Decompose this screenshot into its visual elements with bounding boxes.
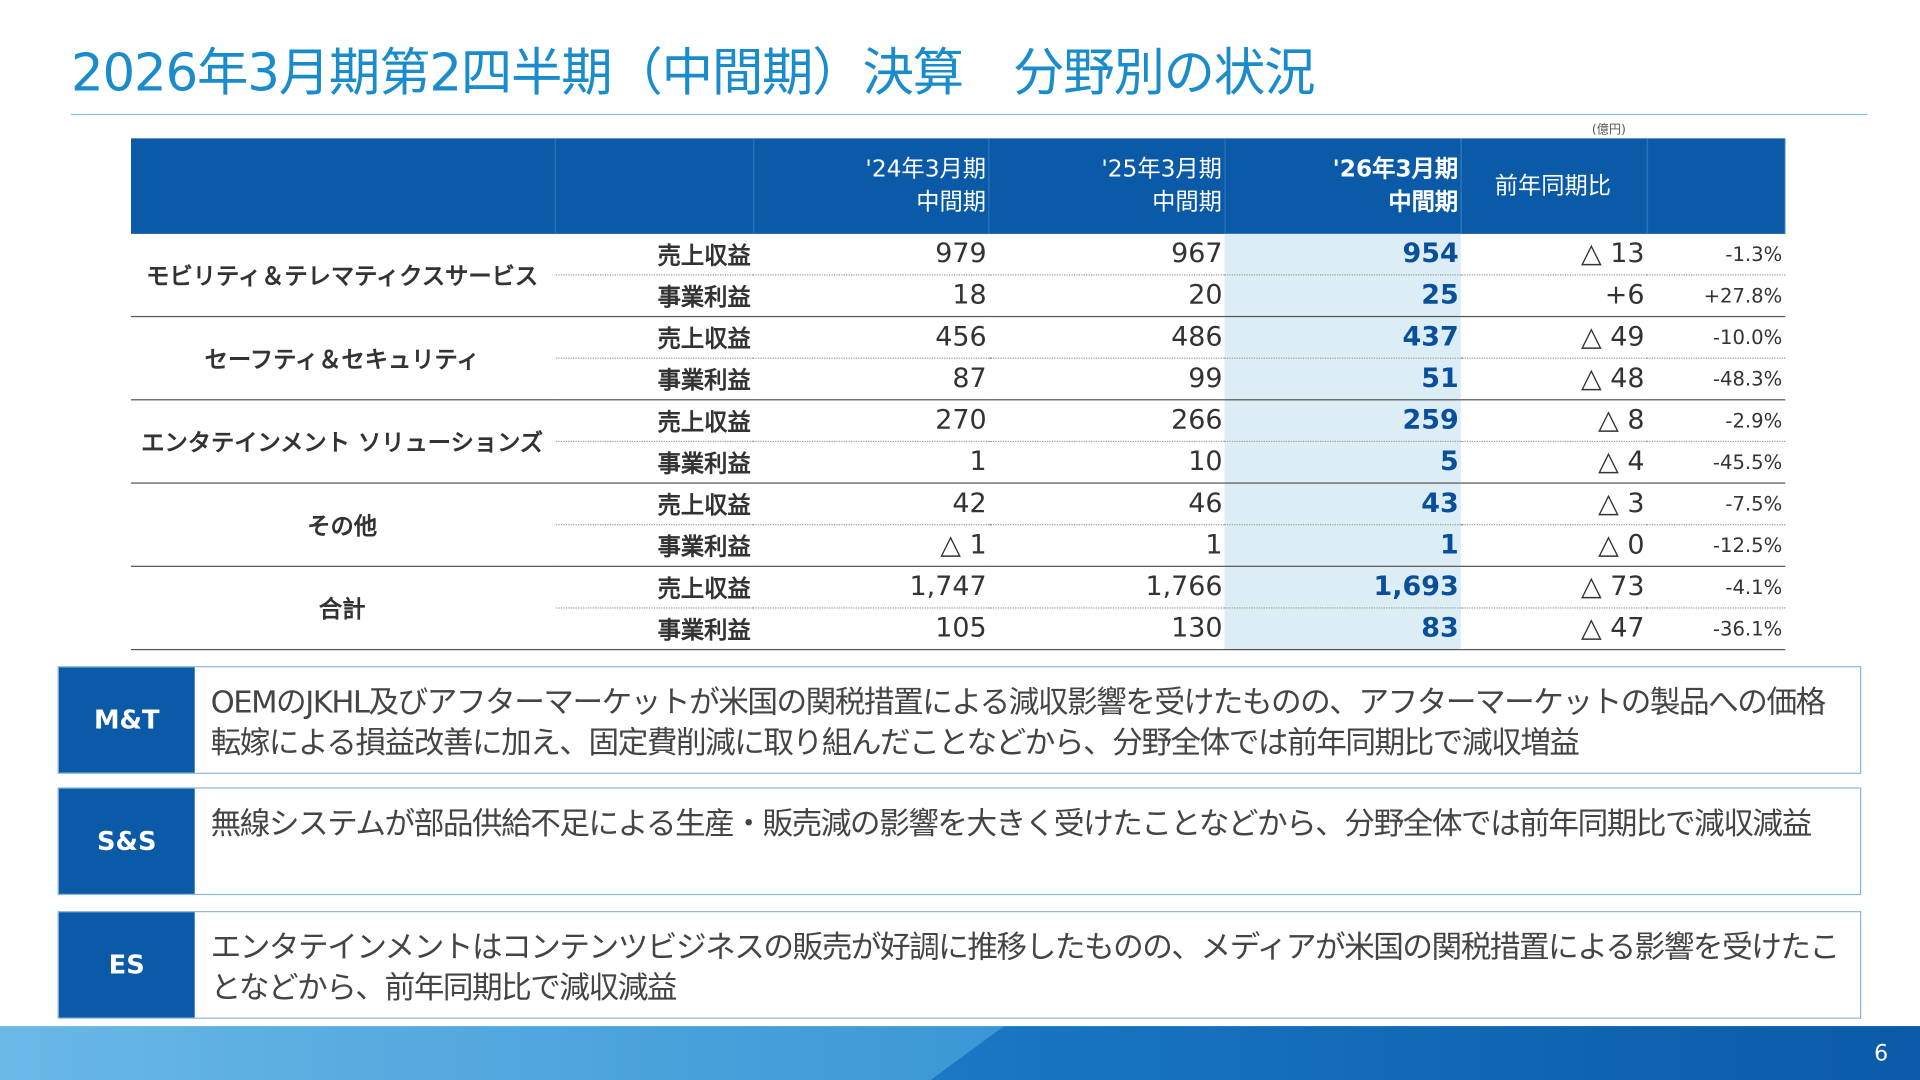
row-item: 売上収益: [555, 483, 754, 526]
value-fy25: 1: [989, 524, 1226, 567]
column-header: [555, 138, 754, 234]
segment-name: その他: [131, 483, 556, 567]
row-item: 売上収益: [555, 233, 754, 276]
value-fy24: 18: [753, 274, 990, 318]
value-fy25: 1,766: [989, 566, 1226, 609]
table-row: 事業利益 1 10 5 △ 4 -45.5%: [131, 441, 1785, 484]
row-item: 売上収益: [555, 566, 754, 609]
column-header: 前年同期比: [1461, 138, 1648, 234]
yoy-pct: -45.5%: [1646, 441, 1785, 484]
value-fy26: 437: [1225, 316, 1462, 359]
yoy-pct: -1.3%: [1646, 233, 1785, 276]
column-header: [1646, 138, 1786, 234]
note-label: S&S: [58, 788, 195, 894]
value-fy25: 967: [989, 233, 1226, 276]
column-header: '25年3月期 中間期: [989, 138, 1226, 234]
value-fy24: 42: [753, 483, 990, 526]
note-text: エンタテインメントはコンテンツビジネスの販売が好調に推移したものの、メディアが米…: [210, 929, 1841, 1006]
table-row: その他 売上収益 42 46 43 △ 3 -7.5%: [131, 483, 1785, 567]
value-fy25: 46: [989, 483, 1226, 526]
value-fy25: 266: [989, 399, 1226, 443]
row-item: 事業利益: [555, 524, 754, 567]
segment-name: モビリティ＆テレマティクスサービス: [131, 233, 556, 318]
page-title: 2026年3月期第2四半期（中間期）決算 分野別の状況: [71, 42, 1316, 103]
value-fy26: 5: [1225, 441, 1462, 484]
unit-label: (億円): [1591, 123, 1626, 138]
yoy-pct: -2.9%: [1646, 399, 1785, 443]
row-item: 事業利益: [555, 358, 754, 401]
value-fy25: 20: [989, 274, 1226, 318]
table-row: 事業利益 △ 1 1 1 △ 0 -12.5%: [131, 524, 1785, 567]
row-item: 事業利益: [555, 607, 754, 651]
table-row: 事業利益 105 130 83 △ 47 -36.1%: [131, 607, 1785, 651]
segment-name: セーフティ＆セキュリティ: [131, 316, 556, 401]
segment-table: '24年3月期 中間期 '25年3月期 中間期 '26年3月期 中間期 前年同期比 モ…: [131, 138, 1786, 651]
yoy-diff: +6: [1461, 274, 1647, 318]
yoy-pct: -7.5%: [1646, 483, 1785, 526]
yoy-diff: △ 13: [1461, 233, 1647, 276]
yoy-diff: △ 3: [1461, 483, 1647, 526]
note-label: M&T: [58, 667, 195, 773]
note-text: OEMのJKHL及びアフターマーケットが米国の関税措置による減収影響を受けたもの…: [210, 684, 1827, 761]
value-fy26: 25: [1225, 274, 1462, 318]
yoy-diff: △ 73: [1461, 566, 1647, 609]
value-fy26: 43: [1225, 483, 1462, 526]
page-number: 6: [1874, 1040, 1889, 1067]
row-item: 売上収益: [555, 399, 754, 443]
value-fy24: 87: [753, 358, 990, 401]
column-header: '26年3月期 中間期: [1225, 138, 1462, 234]
table-row: エンタテインメント ソリューションズ 売上収益 270 266 259 △ 8 -2.9%: [131, 399, 1785, 484]
value-fy24: 456: [753, 316, 990, 359]
yoy-diff: △ 47: [1461, 607, 1647, 651]
value-fy24: 270: [753, 399, 990, 443]
table-row: モビリティ＆テレマティクスサービス 売上収益 979 967 954 △ 13 -1.3%: [131, 233, 1785, 318]
yoy-pct: -10.0%: [1646, 316, 1785, 359]
value-fy24: 979: [753, 233, 990, 276]
segment-name: 合計: [131, 566, 556, 651]
segment-note: ES エンタテインメントはコンテンツビジネスの販売が好調に推移したものの、メディア…: [57, 911, 1862, 1019]
value-fy25: 130: [989, 607, 1226, 651]
row-item: 売上収益: [555, 316, 754, 359]
value-fy24: △ 1: [753, 524, 990, 567]
row-item: 事業利益: [555, 441, 754, 484]
value-fy25: 10: [989, 441, 1226, 484]
column-header: '24年3月期 中間期: [753, 138, 990, 234]
footer-accent: [930, 1026, 1920, 1080]
segment-name: エンタテインメント ソリューションズ: [131, 399, 556, 484]
yoy-pct: -12.5%: [1646, 524, 1785, 567]
table-row: 事業利益 87 99 51 △ 48 -48.3%: [131, 358, 1785, 401]
column-header: [131, 138, 557, 234]
footer-bar: 6: [0, 1026, 1920, 1080]
yoy-diff: △ 8: [1461, 399, 1647, 443]
table-row: 事業利益 18 20 25 +6 +27.8%: [131, 274, 1785, 318]
table-row: セーフティ＆セキュリティ 売上収益 456 486 437 △ 49 -10.0%: [131, 316, 1785, 401]
yoy-pct: +27.8%: [1646, 274, 1785, 318]
value-fy24: 105: [753, 607, 990, 651]
value-fy26: 51: [1225, 358, 1462, 401]
value-fy26: 1: [1225, 524, 1462, 567]
segment-note: S&S 無線システムが部品供給不足による生産・販売減の影響を大きく受けたことなどか…: [57, 787, 1862, 896]
note-text: 無線システムが部品供給不足による生産・販売減の影響を大きく受けたことなどから、分…: [210, 805, 1813, 842]
yoy-diff: △ 49: [1461, 316, 1647, 359]
value-fy24: 1: [753, 441, 990, 484]
yoy-pct: -4.1%: [1646, 566, 1785, 609]
segment-note: M&T OEMのJKHL及びアフターマーケットが米国の関税措置による減収影響を受け…: [57, 666, 1862, 774]
value-fy25: 486: [989, 316, 1226, 359]
yoy-diff: △ 4: [1461, 441, 1647, 484]
value-fy25: 99: [989, 358, 1226, 401]
yoy-pct: -48.3%: [1646, 358, 1785, 401]
value-fy26: 954: [1225, 233, 1462, 276]
value-fy26: 1,693: [1225, 566, 1462, 609]
yoy-diff: △ 0: [1461, 524, 1647, 567]
value-fy24: 1,747: [753, 566, 990, 609]
yoy-pct: -36.1%: [1646, 607, 1785, 651]
yoy-diff: △ 48: [1461, 358, 1647, 401]
row-item: 事業利益: [555, 274, 754, 318]
title-divider: [71, 113, 1868, 116]
note-label: ES: [58, 912, 195, 1018]
value-fy26: 259: [1225, 399, 1462, 443]
value-fy26: 83: [1225, 607, 1462, 651]
table-row: 合計 売上収益 1,747 1,766 1,693 △ 73 -4.1%: [131, 566, 1785, 651]
